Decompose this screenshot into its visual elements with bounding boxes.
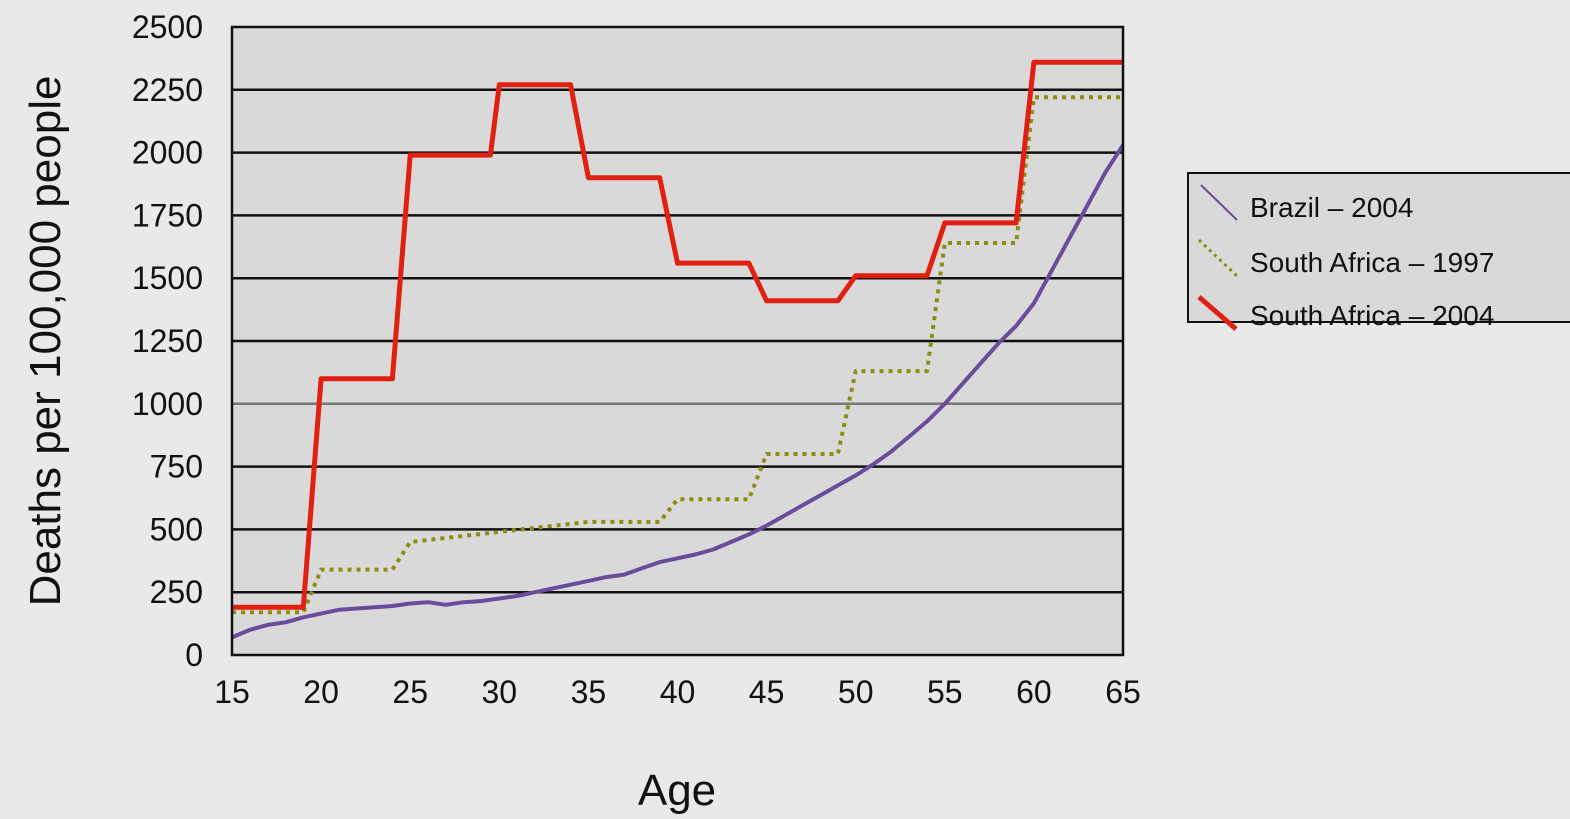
y-tick-label: 500	[150, 511, 203, 547]
x-tick-labels: 15 20 25 30 35 40 45 50 55 60 65	[214, 674, 1141, 710]
x-tick-label: 35	[571, 674, 607, 710]
y-tick-label: 2000	[132, 135, 203, 171]
y-tick-label: 250	[150, 574, 203, 610]
y-tick-label: 2500	[132, 9, 203, 45]
y-tick-label: 0	[185, 637, 203, 673]
x-tick-label: 55	[927, 674, 963, 710]
y-tick-label: 1250	[132, 323, 203, 359]
y-tick-label: 2250	[132, 72, 203, 108]
series-line-0	[231, 144, 1125, 640]
y-axis-title: Deaths per 100,000 people	[21, 76, 70, 607]
y-tick-label: 750	[150, 449, 203, 485]
x-tick-label: 30	[482, 674, 518, 710]
grid	[232, 88, 1123, 594]
x-tick-label: 15	[214, 674, 250, 710]
legend-label-0: Brazil – 2004	[1250, 192, 1413, 223]
legend: Brazil – 2004 South Africa – 1997 South Af…	[1187, 172, 1570, 331]
y-tick-label: 1750	[132, 197, 203, 233]
legend-label-2: South Africa – 2004	[1250, 300, 1494, 331]
legend-marker-0	[1200, 184, 1238, 221]
series-group	[231, 59, 1125, 640]
y-tick-label: 1000	[132, 386, 203, 422]
legend-label-1: South Africa – 1997	[1250, 247, 1494, 278]
x-tick-label: 60	[1016, 674, 1052, 710]
x-tick-label: 40	[660, 674, 696, 710]
x-tick-label: 25	[392, 674, 428, 710]
y-tick-labels: 0 250 500 750 1000 1250 1500 1750 2000 2250 2500	[132, 9, 203, 673]
series-line-2	[232, 59, 1123, 610]
x-tick-label: 20	[303, 674, 339, 710]
x-tick-label: 45	[749, 674, 785, 710]
legend-marker-2	[1197, 295, 1238, 331]
legend-box	[1187, 172, 1570, 323]
legend-marker-1	[1197, 238, 1239, 278]
x-tick-label: 50	[838, 674, 874, 710]
plot-frame	[230, 25, 1125, 657]
x-axis-title: Age	[638, 766, 716, 815]
x-tick-label: 65	[1105, 674, 1141, 710]
y-tick-label: 1500	[132, 260, 203, 296]
